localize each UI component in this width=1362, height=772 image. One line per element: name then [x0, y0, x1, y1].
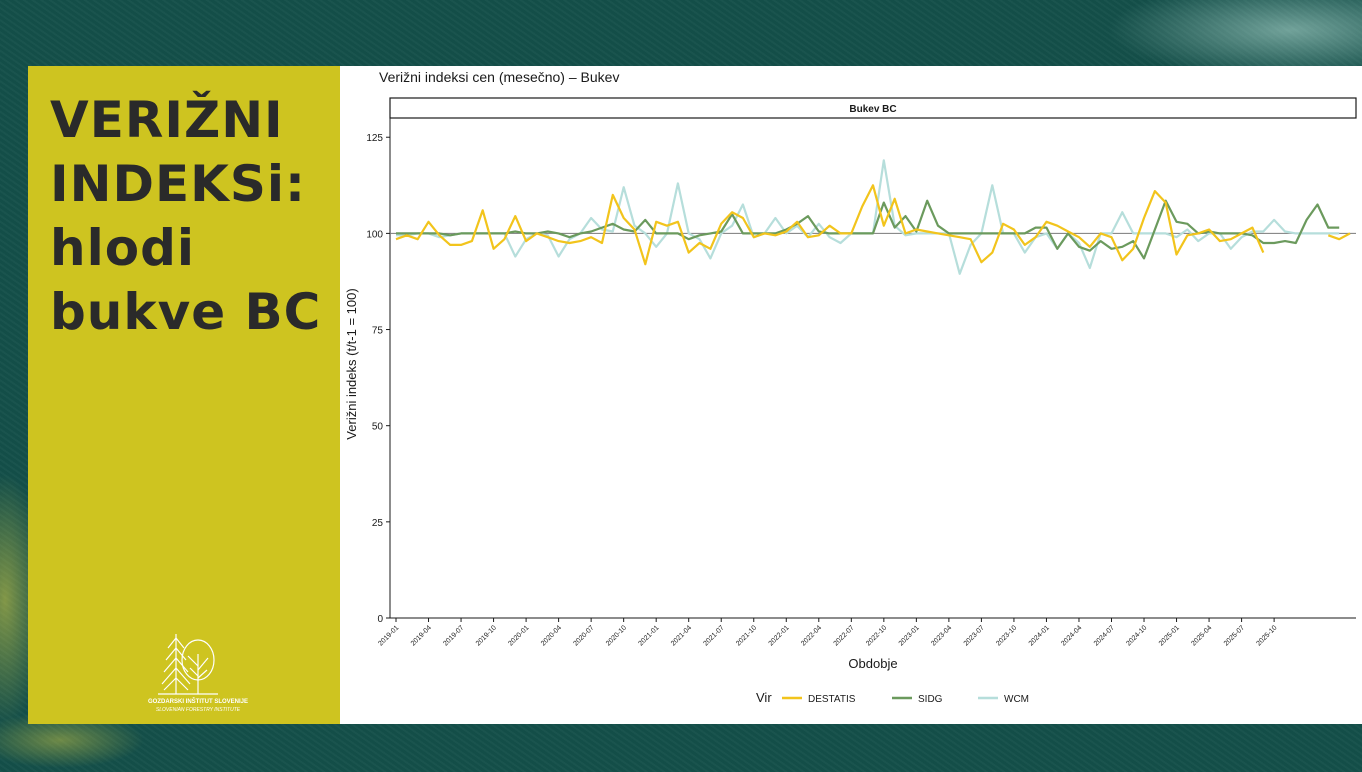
x-tick-label: 2025-07	[1223, 624, 1246, 647]
x-tick-label: 2023-01	[898, 624, 921, 647]
y-tick-label: 100	[366, 229, 383, 240]
series-line-sidg	[396, 199, 1340, 260]
x-tick-label: 2019-04	[410, 624, 433, 647]
y-tick-label: 0	[377, 614, 383, 625]
x-tick-label: 2023-10	[995, 624, 1018, 647]
x-tick-label: 2025-01	[1158, 624, 1181, 647]
x-tick-label: 2021-04	[670, 624, 693, 647]
x-tick-label: 2021-07	[703, 624, 726, 647]
x-tick-label: 2020-01	[507, 624, 530, 647]
x-tick-label: 2025-04	[1190, 624, 1213, 647]
y-tick-label: 75	[372, 326, 384, 337]
y-tick-label: 125	[366, 133, 383, 144]
y-tick-label: 50	[372, 422, 384, 433]
institute-name: GOZDARSKI INŠTITUT SLOVENIJE	[147, 699, 248, 705]
legend-label-destatis: DESTATIS	[808, 694, 856, 705]
x-tick-label: 2021-01	[637, 624, 660, 647]
x-tick-label: 2025-10	[1255, 624, 1278, 647]
x-tick-label: 2024-07	[1093, 624, 1116, 647]
institute-logo-icon	[158, 634, 218, 695]
facet-strip	[389, 97, 1357, 119]
x-tick-label: 2020-10	[605, 624, 628, 647]
x-tick-label: 2022-10	[865, 624, 888, 647]
x-tick-label: 2022-01	[768, 624, 791, 647]
slide-title-line: INDEKSi:	[50, 155, 306, 213]
x-tick-label: 2021-10	[735, 624, 758, 647]
institute-logo-text: GOZDARSKI INŠTITUT SLOVENIJE SLOVENIAN F…	[128, 698, 268, 714]
x-tick-label: 2019-01	[377, 624, 400, 647]
x-tick-label: 2024-04	[1060, 624, 1083, 647]
x-tick-label: 2020-04	[540, 624, 563, 647]
chart-title: Verižni indeksi cen (mesečno) – Bukev	[379, 69, 619, 85]
x-tick-label: 2019-10	[475, 624, 498, 647]
slide-title-line: bukve BC	[50, 283, 322, 341]
legend: Vir DESTATIS SIDG WCM	[756, 690, 1029, 705]
x-tick-label: 2024-01	[1028, 624, 1051, 647]
x-tick-label: 2024-10	[1125, 624, 1148, 647]
y-tick-label: 25	[372, 518, 384, 529]
line-chart: Verižni indeksi cen (mesečno) – Bukev Bu…	[344, 69, 1357, 705]
x-tick-label: 2020-07	[572, 624, 595, 647]
slide-title: VERIŽNI INDEKSi: hlodi bukve BC	[50, 88, 340, 344]
x-tick-label: 2022-04	[800, 624, 823, 647]
x-tick-label: 2023-07	[963, 624, 986, 647]
slide-title-line: VERIŽNI	[50, 91, 284, 149]
x-tick-label: 2019-07	[442, 624, 465, 647]
legend-title: Vir	[756, 690, 772, 705]
x-axis-title: Obdobje	[848, 656, 897, 671]
chart-panel: Verižni indeksi cen (mesečno) – Bukev Bu…	[340, 66, 1362, 724]
legend-label-wcm: WCM	[1004, 694, 1029, 705]
facet-label: Bukev BC	[849, 104, 896, 115]
y-axis-title: Verižni indeks (t/t-1 = 100)	[344, 288, 359, 439]
institute-name-english: SLOVENIAN FORESTRY INSTITUTE	[155, 707, 241, 713]
series-line-wcm	[396, 159, 1340, 275]
x-tick-label: 2022-07	[833, 624, 856, 647]
legend-label-sidg: SIDG	[918, 694, 943, 705]
series-line-destatis	[395, 184, 1351, 266]
x-tick-label: 2023-04	[930, 624, 953, 647]
side-panel: VERIŽNI INDEKSi: hlodi bukve BC GOZDARSK…	[28, 66, 340, 724]
slide-title-line: hlodi	[50, 219, 196, 277]
